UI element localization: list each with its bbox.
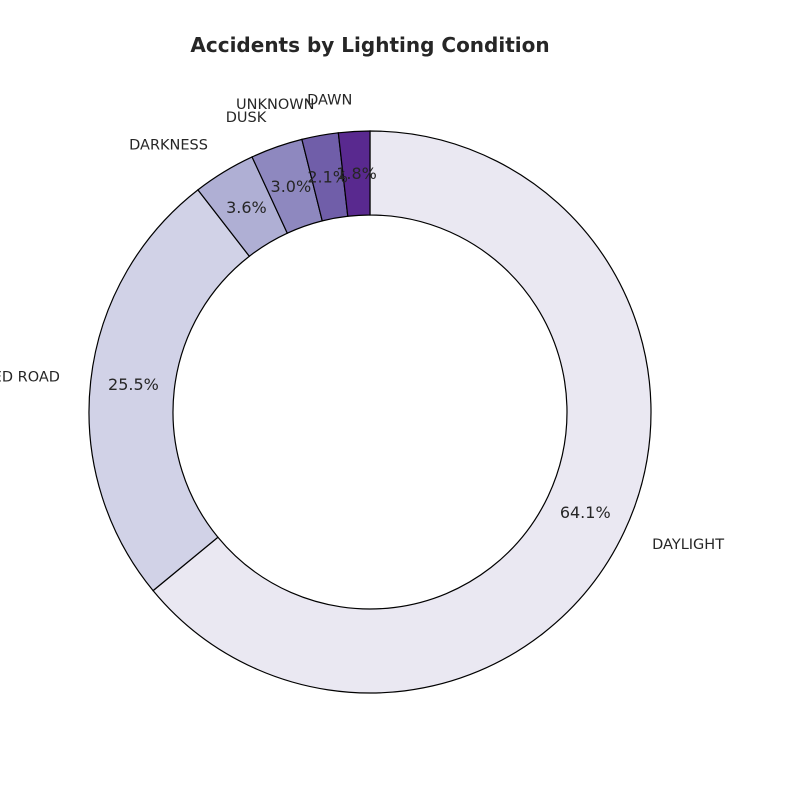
slice-dawn: [337, 130, 371, 217]
label-dusk: DUSK: [226, 110, 267, 126]
label-daylight: DAYLIGHT: [652, 537, 724, 553]
chart-title: Accidents by Lighting Condition: [190, 33, 549, 57]
pct-daylight: 64.1%: [560, 503, 611, 522]
pct-dusk: 3.0%: [271, 177, 312, 196]
label-dawn: DAWN: [307, 92, 352, 108]
label-darkness-lighted-road: DARKNESS, LIGHTED ROAD: [0, 369, 60, 385]
label-unknown: UNKNOWN: [236, 97, 314, 113]
slices-group: [88, 130, 652, 694]
pct-unknown: 2.1%: [307, 167, 348, 186]
slice-daylight: [152, 130, 652, 694]
label-darkness: DARKNESS: [129, 137, 208, 153]
pct-dawn: 1.8%: [336, 164, 377, 183]
pct-darkness-lighted-road: 25.5%: [108, 375, 159, 394]
labels-group: DAYLIGHT 64.1% DARKNESS, LIGHTED ROAD 25.5%…: [0, 92, 724, 553]
pct-darkness: 3.6%: [226, 198, 267, 217]
slice-darkness-lighted-road: [88, 189, 251, 592]
